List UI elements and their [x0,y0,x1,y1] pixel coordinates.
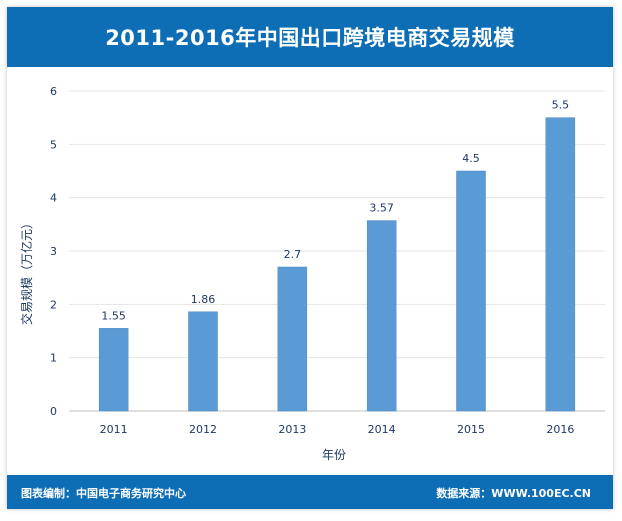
y-axis-label: 交易规模（万亿元） [19,217,34,325]
y-tick-labels: 0 1 2 3 4 5 6 [50,85,57,418]
x-tick-label: 2012 [189,423,217,436]
footer-source-compiler: 图表编制：中国电子商务研究中心 [21,487,186,500]
bars [98,117,576,412]
bar-value-label: 1.86 [191,293,216,306]
bar-value-label: 2.7 [284,248,302,261]
grid-lines [69,90,605,412]
x-tick-label: 2013 [278,423,306,436]
bar-value-label: 3.57 [369,202,394,215]
bar-value-label: 1.55 [101,309,126,322]
bar-2015 [456,170,486,412]
bar-2013 [277,266,308,412]
x-tick-labels: 2011 2012 2013 2014 2015 2016 [100,423,575,436]
y-tick-label: 2 [50,298,57,311]
x-axis-label: 年份 [322,448,346,462]
bar-2012 [188,311,218,412]
x-tick-label: 2011 [100,423,128,436]
x-tick-label: 2015 [457,423,485,436]
x-tick-label: 2014 [368,423,396,436]
bar-2016 [545,117,576,412]
y-tick-label: 3 [50,245,57,258]
bar-value-label: 5.5 [552,99,570,112]
y-tick-label: 4 [50,192,57,205]
y-tick-label: 0 [50,405,57,418]
x-tick-label: 2016 [546,423,574,436]
bar-value-label: 4.5 [462,152,480,165]
bar-2014 [366,220,397,412]
footer-bar: 图表编制：中国电子商务研究中心 数据来源：WWW.100EC.CN [7,475,613,509]
bar-2011 [98,328,129,412]
y-tick-label: 1 [50,352,57,365]
bar-value-labels: 1.55 1.86 2.7 3.57 4.5 5.5 [101,99,569,323]
y-tick-label: 6 [50,85,57,98]
chart-card: 2011-2016年中国出口跨境电商交易规模 0 1 2 3 4 5 6 1.55 1.86 2… [7,7,613,509]
footer-data-source: 数据来源：WWW.100EC.CN [436,487,591,500]
y-tick-label: 5 [50,138,57,151]
chart-title: 2011-2016年中国出口跨境电商交易规模 [7,7,613,67]
